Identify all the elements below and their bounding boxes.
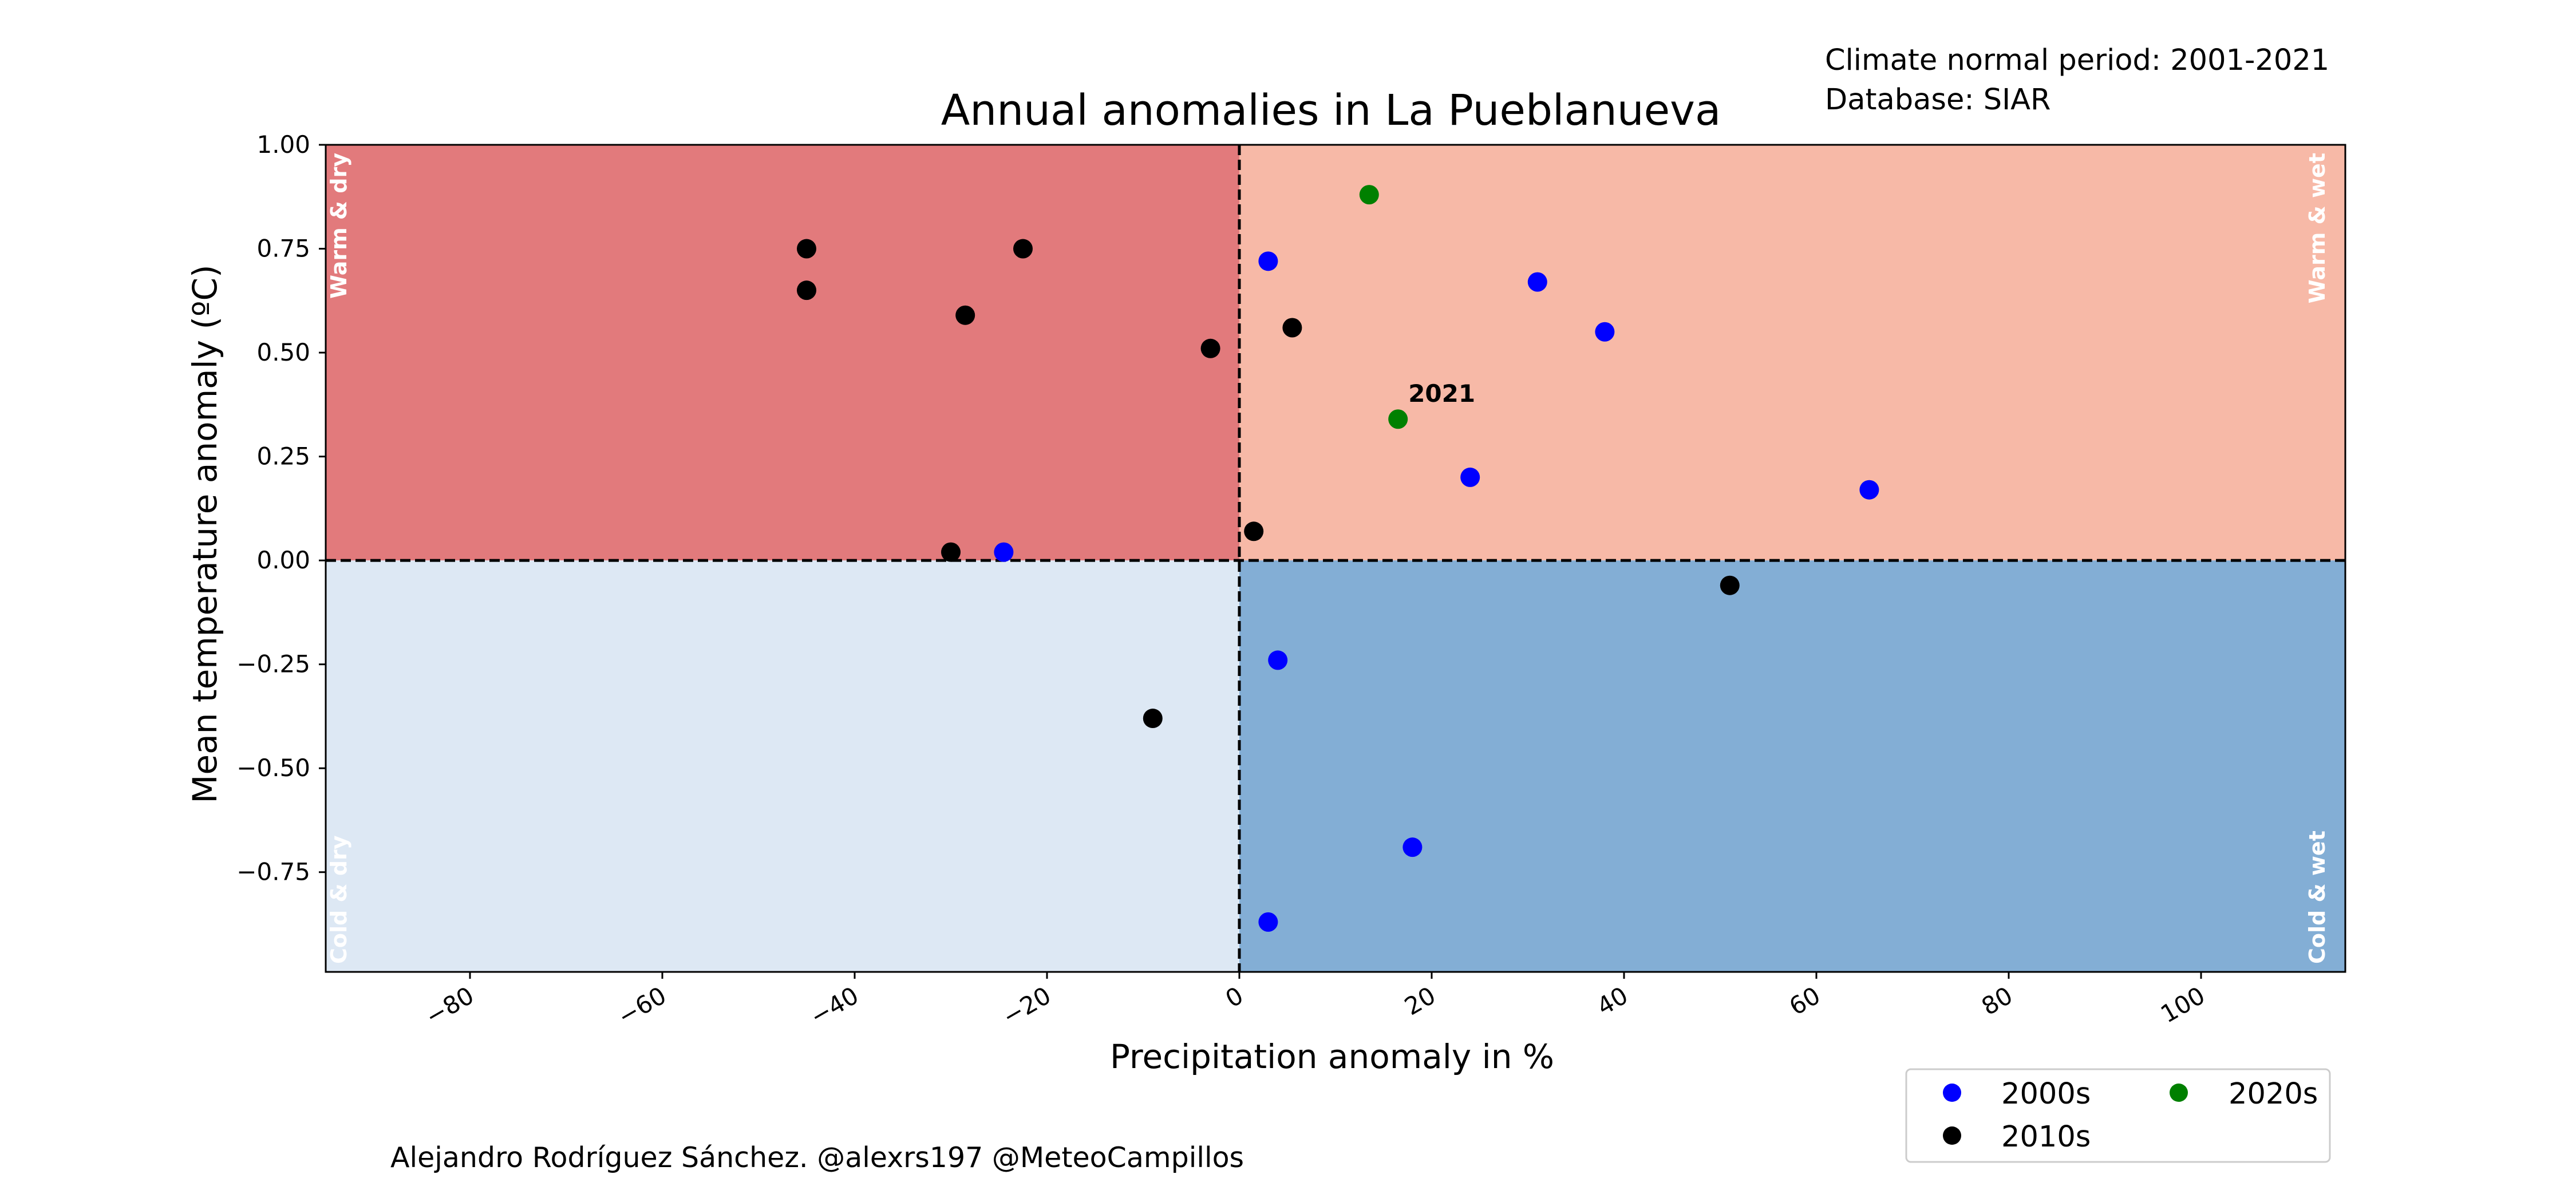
legend-label-2000s: 2000s — [2001, 1077, 2091, 1111]
data-point-2010s — [1282, 318, 1302, 338]
chart-title: Annual anomalies in La Pueblanueva — [941, 86, 1721, 135]
y-tick-label: 0.50 — [256, 338, 310, 366]
x-tick-label: 60 — [1784, 981, 1825, 1021]
data-point-2010s — [1720, 575, 1740, 595]
y-tick-label: 0.25 — [256, 442, 310, 470]
x-tick-label: 100 — [2156, 981, 2210, 1029]
quadrant-warm-dry — [326, 145, 1239, 561]
x-tick-label: −20 — [998, 981, 1056, 1031]
data-point-2000s — [1527, 272, 1547, 292]
quadrant-cold-dry — [326, 560, 1239, 972]
y-tick-label: 0.00 — [256, 546, 310, 574]
legend-label-2020s: 2020s — [2229, 1077, 2318, 1111]
legend-marker-2000s — [1943, 1084, 1961, 1102]
normal-period-text: Climate normal period: 2001-2021 — [1825, 44, 2329, 77]
legend-marker-2020s — [2170, 1084, 2188, 1102]
plot-frame — [325, 144, 2346, 973]
data-point-2020s — [1359, 185, 1379, 205]
data-point-2000s — [1258, 251, 1278, 271]
data-point-2010s — [1200, 338, 1220, 358]
y-axis-label: Mean temperature anomaly (ºC) — [185, 264, 224, 803]
quadrant-label-warm-dry: Warm & dry — [326, 153, 351, 299]
y-tick-label: −0.75 — [236, 858, 310, 886]
y-tick-label: −0.50 — [236, 754, 310, 782]
x-tick-label: 80 — [1977, 981, 2017, 1021]
data-point-2000s — [1859, 480, 1879, 500]
x-tick-label: 0 — [1220, 981, 1248, 1013]
quadrant-label-warm-wet: Warm & wet — [2305, 153, 2330, 303]
x-tick-label: 40 — [1592, 981, 1633, 1021]
data-point-2000s — [1402, 837, 1423, 857]
x-tick-label: −40 — [805, 981, 863, 1031]
quadrant-warm-wet — [1239, 145, 2345, 561]
data-point-2000s — [994, 542, 1014, 562]
legend-marker-2010s — [1943, 1126, 1961, 1145]
x-tick-label: 20 — [1400, 981, 1440, 1021]
data-point-2010s — [955, 305, 975, 325]
database-text: Database: SIAR — [1825, 83, 2050, 117]
data-point-2000s — [1595, 322, 1615, 342]
legend: 2000s 2010s 2020s — [1905, 1068, 2331, 1163]
data-point-2010s — [797, 239, 816, 259]
y-tick-label: 1.00 — [256, 131, 310, 159]
data-point-2000s — [1460, 467, 1480, 487]
x-tick-label: −80 — [421, 981, 479, 1031]
quadrant-cold-wet — [1239, 560, 2345, 972]
x-axis-label: Precipitation anomaly in % — [1110, 1037, 1554, 1076]
y-tick-label: 0.75 — [256, 235, 310, 263]
point-annotation: 2021 — [1408, 379, 1475, 408]
quadrant-label-cold-wet: Cold & wet — [2305, 831, 2330, 964]
quadrant-label-cold-dry: Cold & dry — [326, 835, 351, 964]
credit-text: Alejandro Rodríguez Sánchez. @alexrs197 … — [390, 1141, 1244, 1174]
data-point-2010s — [797, 280, 816, 300]
legend-label-2010s: 2010s — [2001, 1120, 2091, 1154]
data-point-2010s — [1013, 239, 1033, 259]
x-tick-label: −60 — [613, 981, 671, 1031]
data-point-2000s — [1258, 912, 1278, 932]
legend-box — [1905, 1068, 2331, 1163]
data-point-2010s — [1143, 709, 1163, 729]
y-tick-label: −0.25 — [236, 650, 310, 678]
data-point-2000s — [1268, 650, 1288, 670]
data-point-2020s — [1388, 409, 1408, 429]
data-point-2010s — [1244, 521, 1264, 541]
data-point-2010s — [941, 542, 961, 562]
